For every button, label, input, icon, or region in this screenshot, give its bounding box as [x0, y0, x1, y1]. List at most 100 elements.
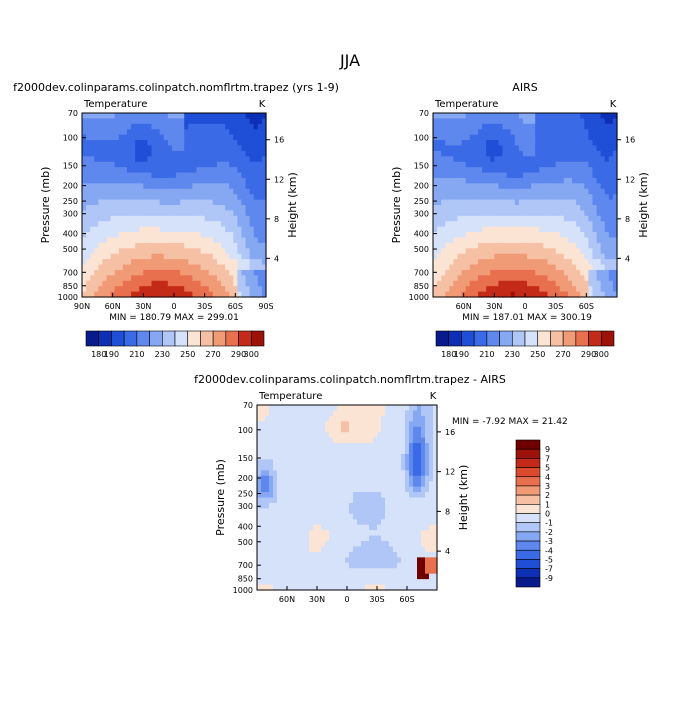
field-cell [373, 415, 378, 422]
field-cell [297, 448, 302, 455]
field-cell [510, 183, 516, 190]
field-cell [576, 215, 581, 222]
field-cell [425, 475, 430, 482]
field-cell [409, 541, 414, 548]
y-right-tick-label: 16 [274, 136, 284, 145]
field-cell [325, 421, 330, 428]
field-cell [94, 264, 99, 271]
field-cell [437, 215, 442, 222]
field-cell [365, 513, 370, 520]
field-cell [200, 150, 206, 157]
field-cell [184, 264, 189, 271]
field-cell [118, 123, 124, 130]
field-cell [180, 221, 185, 228]
field-cell [106, 275, 112, 282]
field-cell [441, 286, 446, 293]
field-cell [604, 248, 610, 255]
field-cell [188, 253, 193, 260]
field-cell [98, 118, 104, 125]
field-cell [257, 519, 262, 526]
field-cell [208, 221, 214, 228]
field-cell [527, 286, 532, 293]
field-cell [102, 291, 108, 298]
field-cell [514, 248, 520, 255]
field-cell [385, 492, 390, 499]
field-cell [110, 275, 116, 282]
field-cell [90, 269, 95, 276]
field-cell [522, 199, 528, 206]
field-cell [604, 140, 610, 147]
field-cell [417, 405, 422, 412]
field-cell [498, 161, 504, 168]
field-cell [118, 286, 124, 293]
field-cell [361, 448, 366, 455]
field-cell [309, 508, 314, 515]
field-cell [341, 410, 346, 417]
field-cell [167, 199, 173, 206]
field-cell [514, 291, 520, 298]
field-cell [473, 129, 479, 136]
field-cell [131, 118, 136, 125]
field-cell [94, 123, 99, 130]
field-cell [409, 492, 414, 499]
field-cell [596, 221, 602, 228]
field-cell [208, 134, 214, 141]
field-cell [293, 513, 298, 520]
field-cell [90, 275, 95, 282]
field-cell [309, 426, 314, 433]
field-cell [604, 177, 610, 184]
field-cell [567, 123, 573, 130]
field-cell [229, 205, 234, 212]
field-cell [151, 205, 157, 212]
field-cell [98, 275, 104, 282]
field-cell [261, 475, 266, 482]
field-cell [204, 118, 210, 125]
field-cell [572, 177, 577, 184]
field-cell [86, 291, 91, 298]
field-cell [461, 215, 467, 222]
field-cell [90, 118, 95, 125]
field-cell [393, 579, 398, 586]
field-cell [277, 502, 282, 509]
colorbar-label: 3 [545, 482, 550, 491]
field-cell [110, 215, 116, 222]
field-cell [118, 145, 124, 152]
field-cell [490, 134, 495, 141]
field-cell [114, 183, 120, 190]
field-cell [413, 557, 418, 564]
field-cell [225, 145, 230, 152]
field-cell [469, 129, 475, 136]
field-cell [106, 226, 112, 233]
field-cell [212, 156, 218, 163]
field-cell [200, 156, 206, 163]
field-cell [365, 443, 370, 450]
field-cell [445, 248, 450, 255]
field-cell [405, 432, 410, 439]
field-cell [289, 508, 294, 515]
field-cell [353, 579, 358, 586]
field-cell [572, 145, 577, 152]
field-cell [337, 584, 342, 591]
field-cell [592, 226, 598, 233]
field-cell [94, 161, 99, 168]
field-cell [539, 215, 544, 222]
field-cell [445, 113, 450, 120]
field-cell [329, 410, 334, 417]
field-cell [349, 541, 354, 548]
field-cell [86, 177, 91, 184]
field-cell [473, 259, 479, 266]
field-cell [498, 248, 504, 255]
field-cell [608, 221, 614, 228]
field-cell [265, 453, 270, 461]
field-cell [433, 405, 438, 412]
field-cell [86, 145, 91, 152]
field-cell [200, 123, 206, 130]
field-cell [547, 113, 553, 120]
field-cell [289, 415, 294, 422]
field-cell [94, 113, 99, 120]
field-cell [106, 172, 112, 179]
field-cell [180, 248, 185, 255]
field-cell [196, 161, 202, 168]
field-cell [196, 259, 202, 266]
